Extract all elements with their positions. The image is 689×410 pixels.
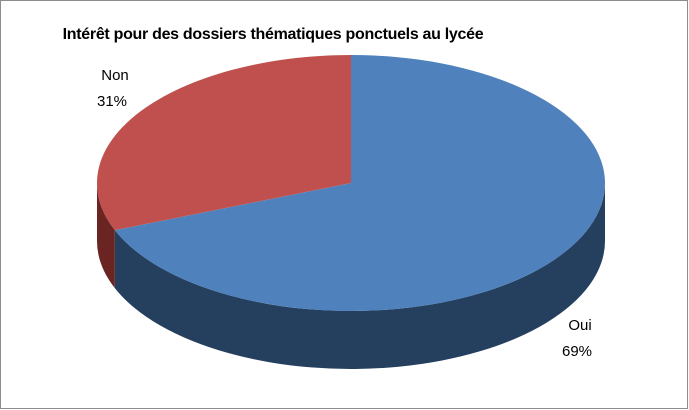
data-label-value: 69%	[562, 343, 592, 360]
slice	[114, 55, 606, 369]
data-label-value: 31%	[97, 93, 127, 110]
slice-side	[97, 183, 115, 289]
slice-top	[96, 55, 352, 231]
slice-top	[114, 55, 606, 311]
chart-title: Intérêt pour des dossiers thématiques po…	[62, 26, 484, 43]
data-label-category: Oui	[568, 317, 591, 334]
slice	[96, 55, 352, 289]
slice-side	[114, 183, 606, 369]
data-label-category: Non	[101, 67, 129, 84]
